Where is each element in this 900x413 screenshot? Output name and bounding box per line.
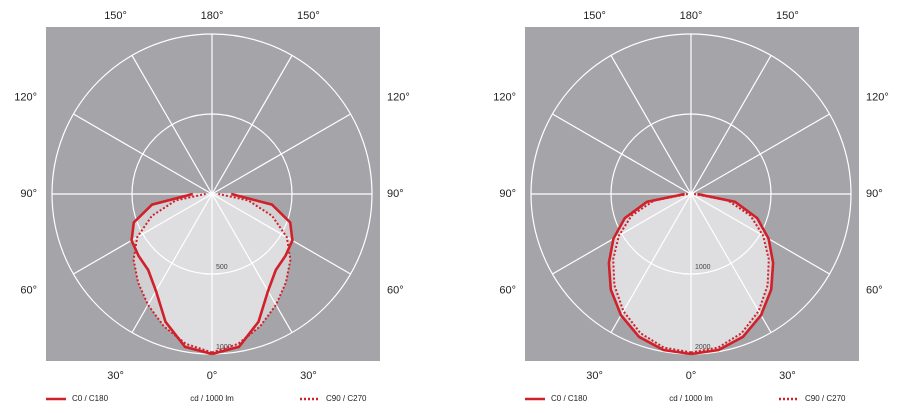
angle-label: 150° (776, 10, 799, 22)
angle-label: 30° (586, 370, 603, 382)
spoke (610, 193, 692, 333)
angle-label: 60° (20, 284, 37, 296)
angle-label: 90° (387, 188, 404, 200)
angle-label: 150° (104, 10, 127, 22)
polar-chart: 1000 2000 0° 30° 30° 60° 60° 90° 90° 120° 120° 150°… (493, 10, 889, 403)
spoke (690, 55, 772, 195)
angle-label: 60° (866, 284, 883, 296)
legend-label: C0 / C180 (72, 394, 109, 403)
angle-label: 90° (866, 188, 883, 200)
ring-label: 1000 (216, 344, 232, 351)
unit-label: cd / 1000 lm (190, 394, 234, 403)
angle-label: 60° (499, 284, 516, 296)
spoke (690, 113, 830, 195)
angle-label: 150° (297, 10, 320, 22)
spoke (211, 193, 351, 275)
angle-label: 0° (207, 370, 218, 382)
angle-label: 90° (20, 188, 37, 200)
angle-label: 180° (201, 10, 224, 22)
angle-label: 120° (14, 91, 37, 103)
ring-label: 2000 (695, 344, 711, 351)
angle-label: 60° (387, 284, 404, 296)
spoke (211, 113, 351, 195)
spoke (131, 55, 213, 195)
spoke (73, 193, 213, 275)
spoke (552, 193, 692, 275)
distribution-curve (607, 192, 692, 356)
angle-label: 120° (387, 91, 410, 103)
legend-label: C90 / C270 (805, 394, 846, 403)
spoke (73, 113, 213, 195)
angle-label: 30° (300, 370, 317, 382)
spoke (211, 193, 293, 333)
spoke (552, 113, 692, 195)
angle-label: 180° (680, 10, 703, 22)
spoke (610, 55, 692, 195)
angle-label: 30° (779, 370, 796, 382)
spoke (690, 193, 830, 275)
angle-label: 120° (493, 91, 516, 103)
distribution-curve (690, 192, 775, 356)
angle-label: 90° (499, 188, 516, 200)
ring-label: 1000 (695, 264, 711, 271)
angle-label: 30° (107, 370, 124, 382)
angle-label: 150° (583, 10, 606, 22)
distribution-curve (132, 193, 213, 354)
spoke (690, 193, 772, 333)
distribution-curve (612, 193, 692, 354)
spoke (211, 55, 293, 195)
spoke (131, 193, 213, 333)
polar-chart: 500 1000 0° 30° 30° 60° 60° 90° 90° 120° 120° 150° 1… (14, 10, 410, 403)
distribution-curve (211, 193, 292, 354)
ring-label: 500 (216, 264, 228, 271)
legend-label: C90 / C270 (326, 394, 367, 403)
angle-label: 0° (686, 370, 697, 382)
angle-label: 120° (866, 91, 889, 103)
legend-label: C0 / C180 (551, 394, 588, 403)
distribution-curve (690, 193, 770, 354)
unit-label: cd / 1000 lm (669, 394, 713, 403)
